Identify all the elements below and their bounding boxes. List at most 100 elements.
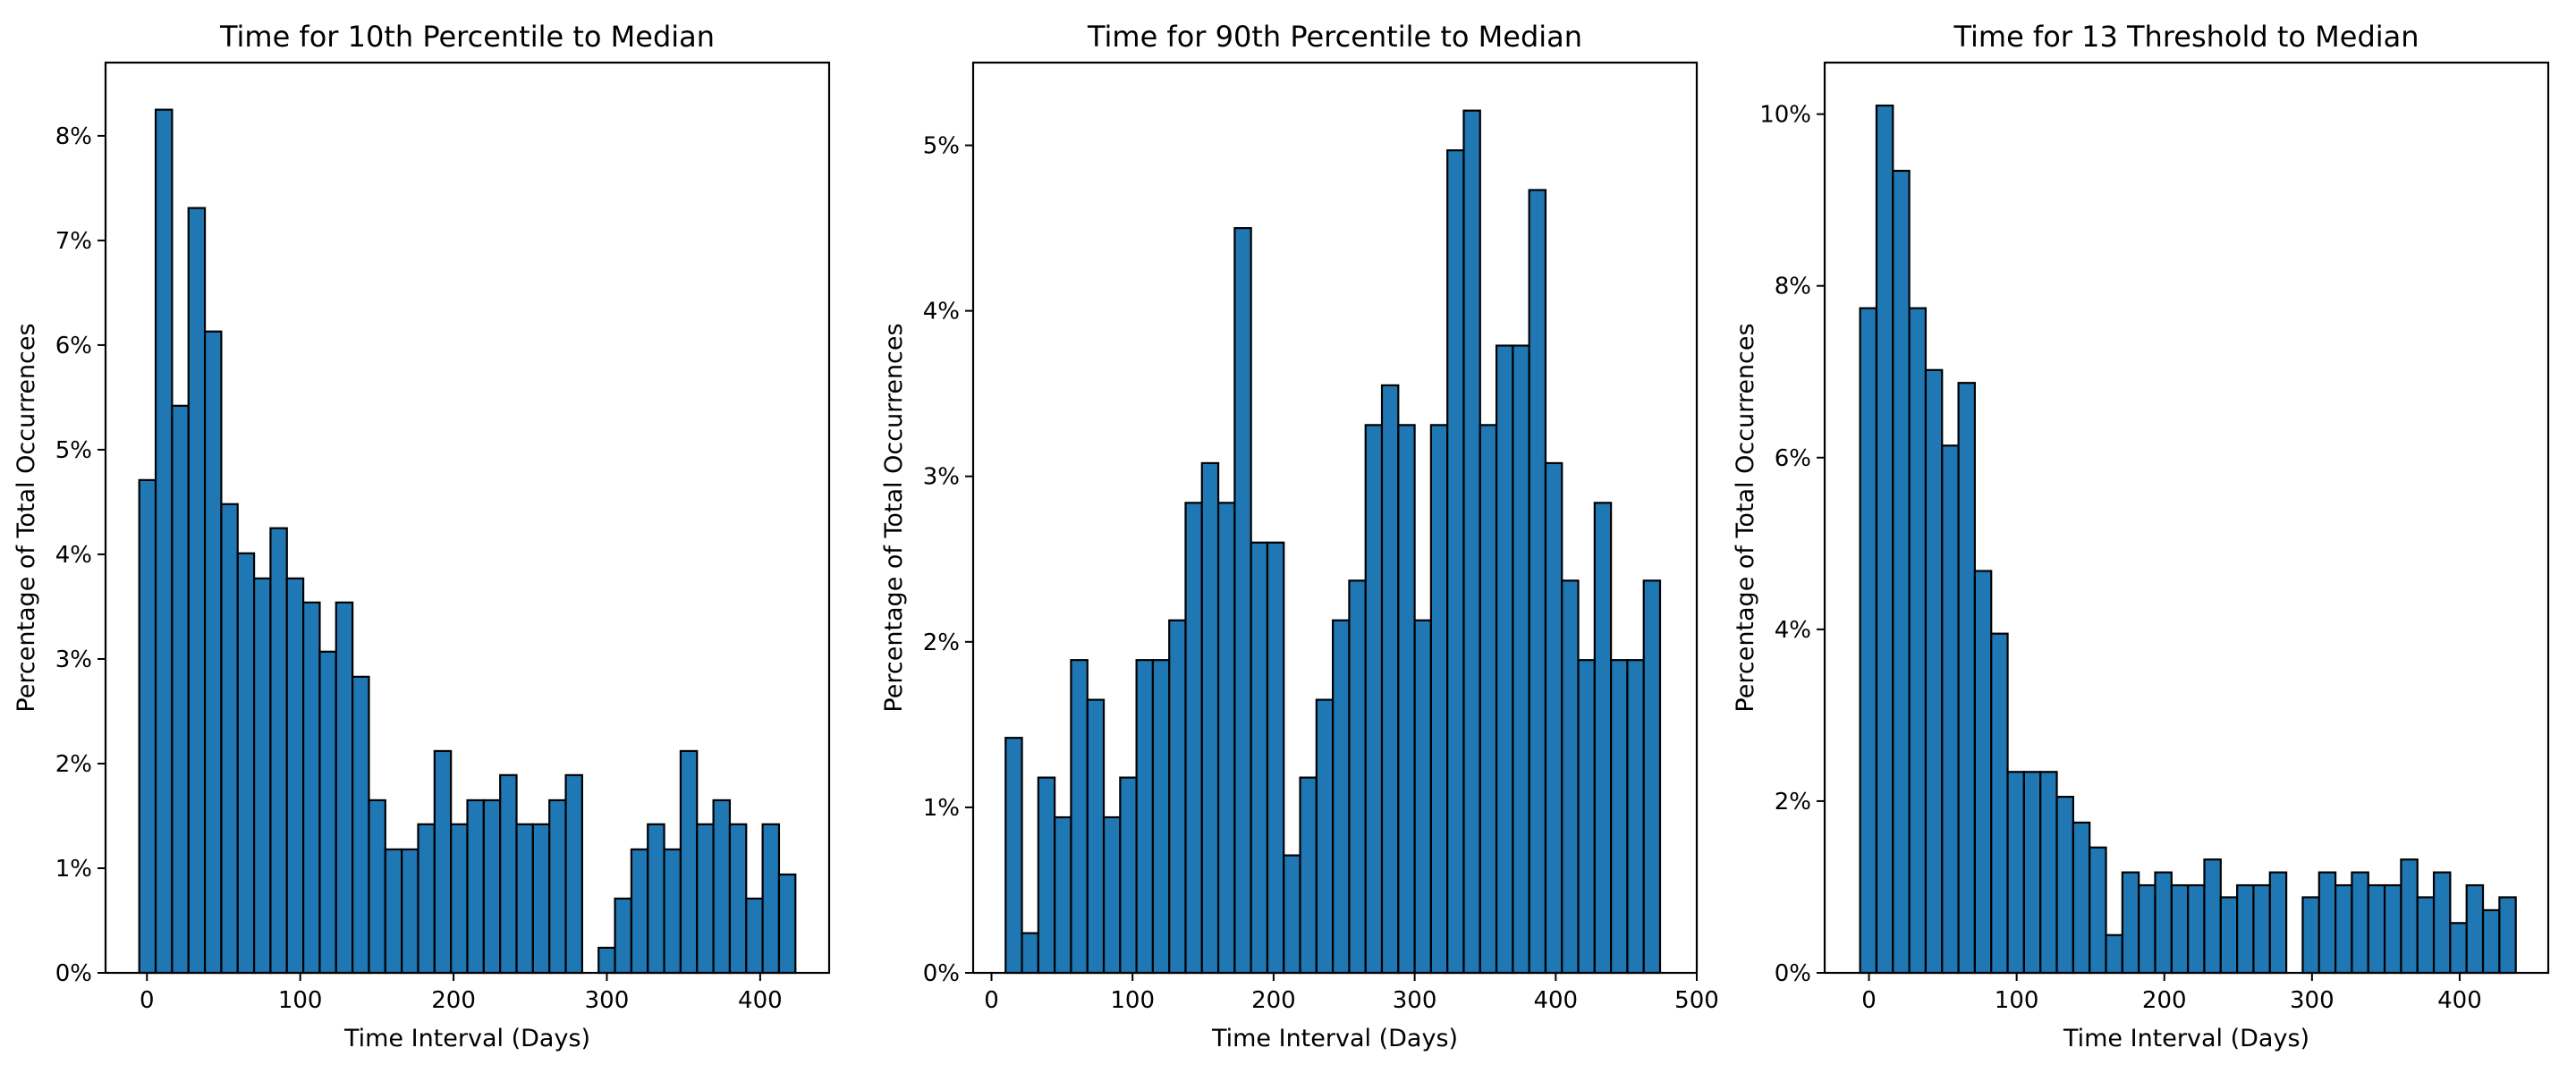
- plot-frame: [971, 61, 1699, 975]
- y-tick-label: 4%: [55, 542, 92, 569]
- bar: [696, 823, 715, 975]
- bar: [1941, 444, 1960, 975]
- bar: [2301, 896, 2320, 975]
- bar: [2072, 821, 2091, 975]
- bar: [335, 601, 354, 975]
- x-tick-label: 400: [1533, 987, 1578, 1014]
- x-tick-label: 400: [2437, 987, 2482, 1014]
- bar: [2121, 871, 2140, 975]
- bar: [712, 798, 732, 975]
- x-tick-label: 300: [1393, 987, 1437, 1014]
- bar: [2481, 908, 2501, 975]
- bar: [2400, 858, 2419, 975]
- bar: [2006, 771, 2025, 975]
- bar: [302, 601, 321, 975]
- y-axis-label: Percentage of Total Occurrences: [880, 323, 908, 712]
- bar: [2039, 771, 2058, 975]
- chart-title: Time for 13 Threshold to Median: [1953, 20, 2419, 54]
- y-tick-label: 10%: [1759, 102, 1811, 129]
- bar: [1266, 541, 1285, 975]
- bar: [384, 848, 403, 975]
- bar: [1528, 189, 1547, 975]
- plot-frame: [1823, 61, 2550, 975]
- bar: [2138, 883, 2157, 975]
- bar: [1626, 659, 1645, 975]
- bar: [2465, 883, 2485, 975]
- bar: [630, 848, 649, 975]
- y-tick-label: 2%: [923, 629, 960, 656]
- plot-frame: [104, 61, 831, 975]
- bar: [564, 773, 583, 975]
- chart-panel-2: 0% 1% 2% 3% 4% 5% 0 100 200 300 400 500 Time for 90t…: [880, 20, 1719, 1052]
- bar: [401, 848, 419, 975]
- bar: [1593, 502, 1613, 975]
- bar: [761, 823, 781, 975]
- x-axis-label: Time Interval (Days): [343, 1025, 590, 1052]
- bar: [2416, 896, 2436, 975]
- x-tick-label: 200: [431, 987, 476, 1014]
- bar: [1610, 659, 1629, 975]
- bar: [1315, 698, 1335, 975]
- bar: [318, 650, 337, 975]
- x-tick-label: 300: [2290, 987, 2334, 1014]
- bar: [1151, 659, 1171, 975]
- bar: [368, 798, 386, 975]
- bar: [1119, 776, 1138, 975]
- bar: [2432, 871, 2452, 975]
- x-tick-label: 0: [984, 987, 999, 1014]
- y-tick-label: 3%: [923, 464, 960, 491]
- y-tick-label: 5%: [55, 437, 92, 464]
- bar: [745, 897, 764, 975]
- y-tick-label: 5%: [923, 133, 960, 160]
- bar: [1250, 541, 1269, 975]
- bar: [2367, 883, 2386, 975]
- bar: [1446, 148, 1465, 975]
- x-tick-label: 400: [738, 987, 783, 1014]
- bar: [1283, 854, 1301, 975]
- bar: [2089, 846, 2107, 975]
- bar: [2055, 796, 2074, 975]
- bar: [531, 823, 551, 975]
- bar: [1577, 659, 1596, 975]
- bar: [2252, 883, 2271, 975]
- bar: [138, 478, 157, 975]
- bar: [1184, 502, 1203, 975]
- bar: [679, 749, 699, 975]
- bar: [1413, 619, 1432, 975]
- y-tick-label: 1%: [55, 856, 92, 883]
- bar: [1892, 169, 1911, 975]
- bar: [2351, 871, 2369, 975]
- y-tick-label: 2%: [1775, 789, 1811, 815]
- x-axis-label: Time Interval (Days): [1211, 1025, 1458, 1052]
- y-tick-label: 8%: [55, 123, 92, 150]
- x-tick-label: 0: [140, 987, 155, 1014]
- bar: [417, 823, 436, 975]
- bar: [548, 798, 567, 975]
- bar: [1859, 307, 1878, 975]
- bar: [450, 823, 469, 975]
- x-tick-label: 500: [1674, 987, 1719, 1014]
- bar: [2022, 771, 2042, 975]
- chart-panel-1: 0% 1% 2% 3% 4% 5% 6% 7% 8% 0 100 200 300 400 Time for …: [13, 20, 831, 1052]
- y-tick-label: 2%: [55, 751, 92, 778]
- bar: [1216, 502, 1236, 975]
- x-tick-label: 0: [1861, 987, 1877, 1014]
- bar: [614, 897, 632, 975]
- bar: [352, 675, 370, 975]
- bar: [2383, 883, 2402, 975]
- bar: [1135, 659, 1155, 975]
- bar: [1957, 382, 1977, 975]
- bar: [1990, 632, 2009, 975]
- bar: [2236, 883, 2255, 975]
- bar: [187, 207, 207, 975]
- bar: [1102, 815, 1122, 975]
- bar: [1561, 579, 1580, 975]
- bar: [1037, 776, 1056, 975]
- bar: [203, 330, 223, 975]
- bar: [1479, 424, 1498, 975]
- bar: [1332, 619, 1351, 975]
- x-tick-label: 300: [585, 987, 630, 1014]
- bar: [220, 503, 239, 975]
- bar: [1462, 109, 1481, 975]
- bar: [1004, 737, 1023, 975]
